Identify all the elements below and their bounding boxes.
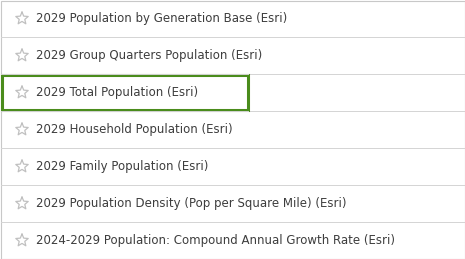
FancyBboxPatch shape [2,75,248,110]
Text: 2029 Population Density (Pop per Square Mile) (Esri): 2029 Population Density (Pop per Square … [36,197,346,210]
Text: 2029 Family Population (Esri): 2029 Family Population (Esri) [36,160,208,173]
Text: 2029 Population by Generation Base (Esri): 2029 Population by Generation Base (Esri… [36,12,287,25]
Text: 2029 Household Population (Esri): 2029 Household Population (Esri) [36,123,232,136]
Text: 2029 Group Quarters Population (Esri): 2029 Group Quarters Population (Esri) [36,49,262,62]
Text: 2029 Total Population (Esri): 2029 Total Population (Esri) [36,86,198,99]
Text: 2029 Total Population (Esri): 2029 Total Population (Esri) [36,86,198,99]
Text: 2024-2029 Population: Compound Annual Growth Rate (Esri): 2024-2029 Population: Compound Annual Gr… [36,234,395,247]
